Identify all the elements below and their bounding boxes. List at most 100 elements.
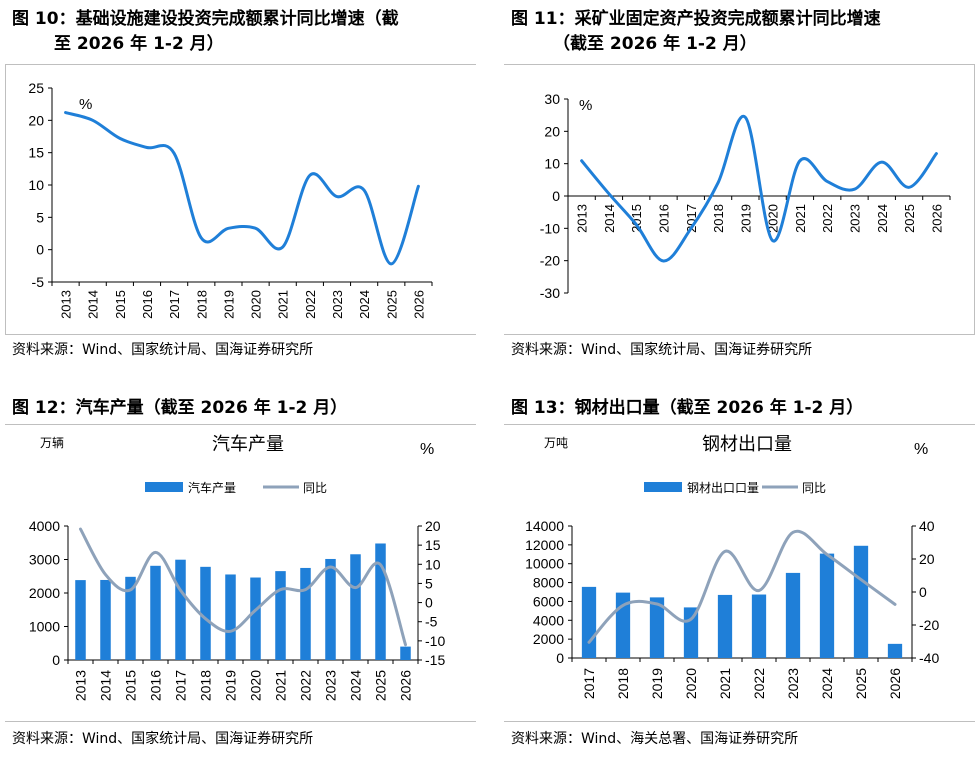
f11-y-tick-label: -20 xyxy=(540,253,560,269)
f12-right-tick-label: -10 xyxy=(425,633,445,649)
f10-y-tick-label: 5 xyxy=(36,209,44,225)
f12-bottom-rule xyxy=(5,721,476,722)
figure-13-title: 图 13：钢材出口量（截至 2026 年 1-2 月） xyxy=(511,396,863,421)
f11-x-tick-label: 2020 xyxy=(766,204,781,233)
f11-bottom-rule xyxy=(504,334,975,335)
f10-y-tick-label: -5 xyxy=(32,274,45,290)
f10-x-tick-label: 2020 xyxy=(249,290,264,319)
f13-legend-line-label: 同比 xyxy=(802,481,826,495)
f12-x-tick-label: 2022 xyxy=(298,670,314,701)
f11-y-tick-label: 10 xyxy=(544,156,560,172)
figure-11-source: 资料来源：Wind、国家统计局、国海证券研究所 xyxy=(511,342,813,358)
f11-series-line xyxy=(580,114,938,263)
f12-bar xyxy=(200,566,211,660)
f10-x-tick-label: 2017 xyxy=(167,290,182,319)
f12-left-tick-label: 3000 xyxy=(29,552,60,568)
f10-left-rule xyxy=(5,64,6,334)
f13-x-tick-label: 2020 xyxy=(683,668,699,699)
f12-x-tick-label: 2018 xyxy=(198,670,214,701)
f12-left-unit: 万辆 xyxy=(40,436,64,450)
f12-x-tick-label: 2019 xyxy=(223,670,239,701)
f11-y-tick-label: -30 xyxy=(540,285,560,301)
f12-right-unit: % xyxy=(420,441,434,458)
f12-right-tick-label: -15 xyxy=(425,652,445,668)
figure-12-source: 资料来源：Wind、国家统计局、国海证券研究所 xyxy=(12,731,314,747)
f12-bar xyxy=(125,576,136,660)
f12-x-tick-label: 2014 xyxy=(98,670,114,701)
f12-bar xyxy=(250,577,261,660)
f13-legend-bar-label: 钢材出口口量 xyxy=(687,481,759,495)
f10-series-line xyxy=(64,111,420,266)
f13-x-tick-label: 2019 xyxy=(649,668,665,699)
f12-right-tick-label: 10 xyxy=(425,556,441,572)
f13-x-tick-label: 2022 xyxy=(751,668,767,699)
f11-x-tick-label: 2017 xyxy=(684,204,699,233)
f11-unit-label: % xyxy=(579,97,592,114)
f13-x-tick-label: 2018 xyxy=(615,668,631,699)
f11-x-tick-label: 2026 xyxy=(929,204,944,233)
f13-bar xyxy=(717,594,733,658)
f11-top-rule xyxy=(504,64,975,65)
f12-chart-title: 汽车产量 xyxy=(212,434,284,454)
chart-f13: 钢材出口量 万吨 % 钢材出口口量 同比 0 2000 4000 6000 8000 10000 12… xyxy=(525,434,939,699)
figure-10-source: 资料来源：Wind、国家统计局、国海证券研究所 xyxy=(12,342,314,358)
figure-11-title: 图 11：采矿业固定资产投资完成额累计同比增速 （截至 2026 年 1-2 月… xyxy=(511,7,881,57)
f13-right-tick-label: 20 xyxy=(919,551,935,567)
f11-x-tick-label: 2022 xyxy=(820,204,835,233)
f10-bottom-rule xyxy=(5,334,476,335)
figure-11-title-line1: 图 11：采矿业固定资产投资完成额累计同比增速 xyxy=(511,9,881,29)
f10-x-tick-label: 2014 xyxy=(86,290,101,319)
f11-y-tick-label: 0 xyxy=(552,188,560,204)
f12-legend-line-label: 同比 xyxy=(303,481,327,495)
f13-top-rule xyxy=(504,424,975,425)
f13-bottom-rule xyxy=(504,721,975,722)
f11-x-tick-label: 2016 xyxy=(657,204,672,233)
f13-bar xyxy=(819,553,835,658)
f12-legend-bar-label: 汽车产量 xyxy=(188,480,236,495)
f11-x-tick-label: 2019 xyxy=(738,204,753,233)
figure-13-title-line1: 图 13：钢材出口量（截至 2026 年 1-2 月） xyxy=(511,398,864,418)
f11-right-rule xyxy=(974,64,975,334)
f11-x-tick-label: 2015 xyxy=(629,204,644,233)
f13-x-tick-label: 2023 xyxy=(785,668,801,699)
f13-right-tick-label: -20 xyxy=(919,617,939,633)
f11-x-tick-label: 2024 xyxy=(875,204,890,233)
f13-x-tick-label: 2021 xyxy=(717,668,733,699)
f12-bar xyxy=(275,571,286,660)
f10-y-tick-label: 0 xyxy=(36,242,44,258)
f13-left-tick-label: 14000 xyxy=(525,518,564,534)
f11-x-tick-label: 2018 xyxy=(711,204,726,233)
f13-right-tick-label: 0 xyxy=(919,584,927,600)
f12-bar xyxy=(225,574,236,660)
f10-x-tick-label: 2023 xyxy=(330,290,345,319)
f13-bar xyxy=(581,586,597,658)
f12-bar xyxy=(375,543,386,660)
f12-x-tick-label: 2023 xyxy=(323,670,339,701)
f10-x-tick-label: 2015 xyxy=(113,290,128,319)
f12-right-tick-label: 15 xyxy=(425,537,441,553)
f13-bar xyxy=(853,545,869,658)
f13-left-tick-label: 6000 xyxy=(533,593,564,609)
f13-left-tick-label: 8000 xyxy=(533,575,564,591)
f10-x-tick-label: 2018 xyxy=(194,290,209,319)
f10-y-tick-label: 20 xyxy=(28,112,44,128)
f12-left-tick-label: 4000 xyxy=(29,518,60,534)
f10-x-tick-label: 2025 xyxy=(384,290,399,319)
f11-x-tick-label: 2014 xyxy=(602,204,617,233)
f11-y-tick-label: 30 xyxy=(544,91,560,107)
f10-top-rule xyxy=(5,64,476,65)
f12-left-tick-label: 1000 xyxy=(29,619,60,635)
f10-x-tick-label: 2024 xyxy=(357,290,372,319)
f11-x-tick-label: 2021 xyxy=(793,204,808,233)
f12-bar xyxy=(350,554,361,660)
f13-right-unit: % xyxy=(914,441,928,458)
f12-x-tick-label: 2020 xyxy=(248,670,264,701)
f12-bar xyxy=(325,558,336,660)
f13-left-tick-label: 2000 xyxy=(533,631,564,647)
f10-x-tick-label: 2016 xyxy=(140,290,155,319)
f12-x-tick-label: 2015 xyxy=(123,670,139,701)
f12-x-tick-label: 2026 xyxy=(398,670,414,701)
f10-unit-label: % xyxy=(79,96,92,113)
